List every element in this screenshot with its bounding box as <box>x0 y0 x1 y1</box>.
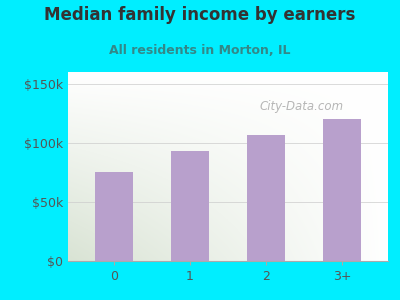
Text: All residents in Morton, IL: All residents in Morton, IL <box>109 44 291 56</box>
Bar <box>247 135 285 261</box>
Bar <box>171 151 209 261</box>
Text: Median family income by earners: Median family income by earners <box>44 6 356 24</box>
Text: City-Data.com: City-Data.com <box>260 100 344 112</box>
Bar <box>323 119 361 261</box>
Bar <box>95 172 133 261</box>
